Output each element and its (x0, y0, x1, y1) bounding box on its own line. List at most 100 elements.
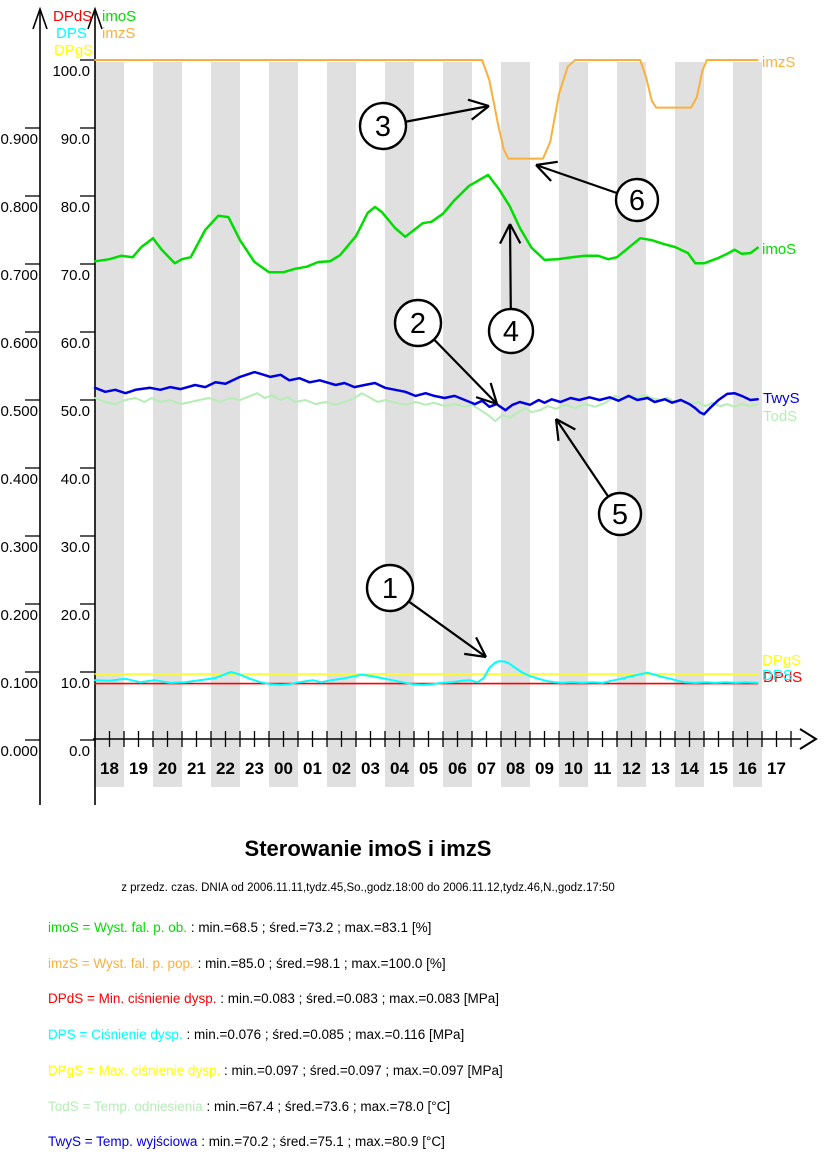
callout-1-number: 1 (382, 573, 398, 605)
left-axis-tick-label: 0.300 (0, 539, 38, 556)
hour-label-19: 19 (129, 759, 148, 778)
stat-label-TwyS: TwyS = Temp. wyjściowa (48, 1134, 198, 1150)
hour-label-06: 06 (448, 759, 467, 778)
chart-svg: 0.0000.1000.2000.3000.4000.5000.6000.700… (0, 6, 818, 805)
hour-label-07: 07 (477, 759, 496, 778)
stat-values-imzS: : min.=85.0 ; śred.=98.1 ; max.=100.0 [%… (193, 955, 446, 971)
stat-line-imoS: imoS = Wyst. fal. p. ob. : min.=68.5 ; ś… (48, 920, 431, 935)
callout-5-circle (597, 491, 643, 537)
gray-band-hour-04 (385, 62, 414, 787)
left-axis-tick-label: 0.600 (0, 335, 38, 352)
gray-band-hour-00 (269, 62, 298, 787)
inner-axis-tick-label: 70.0 (61, 267, 90, 284)
left-axis-tick-label: 0.500 (0, 403, 38, 420)
callout-6-arrowhead-icon (535, 164, 552, 182)
stat-line-TodS: TodS = Temp. odniesienia : min.=67.4 ; ś… (48, 1099, 450, 1114)
left-axis-tick-label: 0.800 (0, 199, 38, 216)
hour-label-02: 02 (332, 759, 351, 778)
chart-subtitle: z przedz. czas. DNIA od 2006.11.11,tydz.… (121, 882, 615, 894)
callout-5-number: 5 (612, 499, 628, 531)
inner-axis-tick-label: 20.0 (61, 607, 90, 624)
gray-band-hour-20 (153, 62, 182, 787)
hour-label-11: 11 (594, 759, 612, 778)
callout-6-circle (614, 177, 660, 223)
left-axis-tick-label: 0.100 (0, 675, 38, 692)
callout-1-arrow (408, 600, 487, 658)
gray-band-hour-22 (211, 62, 240, 787)
hour-label-20: 20 (158, 759, 177, 778)
left-axis-tick-label: 0.000 (0, 743, 38, 760)
stat-values-DPdS: : min.=0.083 ; śred.=0.083 ; max.=0.083 … (216, 991, 500, 1007)
callout-4-number: 4 (503, 316, 519, 348)
hour-label-12: 12 (622, 759, 641, 778)
left-outer-axis-arrow-icon (32, 6, 48, 30)
hour-label-00: 00 (274, 759, 293, 778)
stat-label-DPgS: DPgS = Max. ciśnienie dysp. (48, 1062, 221, 1078)
hour-label-04: 04 (390, 759, 409, 778)
hour-label-15: 15 (709, 759, 728, 778)
stat-line-DPS: DPS = Ciśnienie dysp. : min.=0.076 ; śre… (48, 1027, 464, 1042)
inner-axis-tick-label: 40.0 (61, 471, 90, 488)
x-axis-arrow-icon (799, 728, 818, 750)
hour-label-01: 01 (303, 759, 322, 778)
left-axis-tick-label: 0.200 (0, 607, 38, 624)
chart-title: Sterowanie imoS i imzS (244, 836, 492, 861)
series-DPS-label: DPS (762, 667, 793, 684)
hour-label-22: 22 (216, 759, 235, 778)
inner-axis-tick-label: 0.0 (69, 743, 90, 760)
callout-1-circle (365, 563, 415, 613)
series-imoS-label: imoS (762, 241, 796, 258)
callout-3-arrowhead-icon (467, 98, 490, 108)
hour-label-23: 23 (245, 759, 264, 778)
legend-imoS: imoS (102, 8, 136, 25)
series-TodS-label: TodS (763, 408, 797, 425)
stat-label-imzS: imzS = Wyst. fal. p. pop. (48, 955, 194, 971)
left-inner-axis-arrow-icon (87, 6, 103, 30)
callout-2-circle (393, 298, 443, 348)
callout-5-arrowhead-icon (555, 418, 576, 431)
stat-values-DPS: : min.=0.076 ; śred.=0.085 ; max.=0.116 … (182, 1027, 465, 1043)
callout-5-arrow (555, 418, 610, 498)
hour-label-05: 05 (419, 759, 438, 778)
stat-label-TodS: TodS = Temp. odniesienia (48, 1098, 203, 1114)
inner-axis-tick-label: 90.0 (61, 131, 90, 148)
callout-5-arrowhead-icon (554, 418, 560, 441)
series-imzS-line (94, 59, 759, 160)
hour-label-21: 21 (187, 759, 206, 778)
legend-DPgS: DPgS (54, 42, 93, 59)
callout-6-arrow (535, 163, 618, 195)
series-TwyS-line (93, 370, 759, 416)
hour-label-08: 08 (506, 759, 525, 778)
left-axis-tick-label: 0.700 (0, 267, 38, 284)
inner-axis-tick-label: 80.0 (61, 199, 90, 216)
legend-DPdS: DPdS (53, 8, 92, 25)
legend-DPS: DPS (56, 25, 87, 42)
callout-2-arrowhead-icon (489, 382, 499, 405)
hour-label-10: 10 (564, 759, 583, 778)
series-DPdS-label: DPdS (763, 669, 802, 686)
stat-line-imzS: imzS = Wyst. fal. p. pop. : min.=85.0 ; … (48, 956, 446, 971)
stat-values-TodS: : min.=67.4 ; śred.=73.6 ; max.=78.0 [°C… (202, 1098, 451, 1114)
left-axis-tick-label: 0.400 (0, 471, 38, 488)
callout-1-arrowhead-icon (464, 652, 487, 659)
inner-axis-tick-label: 60.0 (61, 335, 90, 352)
stat-values-imoS: : min.=68.5 ; śred.=73.2 ; max.=83.1 [%] (187, 920, 432, 935)
gray-band-hour-14 (675, 62, 704, 787)
callout-3-number: 3 (375, 111, 391, 143)
gray-band-hour-16 (733, 62, 762, 787)
callout-4-arrowhead-icon (499, 223, 511, 245)
inner-axis-tick-label: 50.0 (61, 403, 90, 420)
hour-label-17: 17 (767, 759, 786, 778)
callout-3-circle (358, 101, 408, 151)
legend-imzS: imzS (102, 25, 135, 42)
stat-values-DPgS: : min.=0.097 ; śred.=0.097 ; max.=0.097 … (220, 1062, 503, 1078)
hour-label-18: 18 (100, 759, 119, 778)
callout-6-number: 6 (629, 185, 645, 217)
callout-4-arrow (508, 223, 512, 310)
callout-2-arrow (433, 338, 498, 405)
series-imoS-line (93, 173, 759, 274)
series-TwyS-label: TwyS (763, 390, 800, 407)
stat-line-DPdS: DPdS = Min. ciśnienie dysp. : min.=0.083… (48, 991, 499, 1006)
